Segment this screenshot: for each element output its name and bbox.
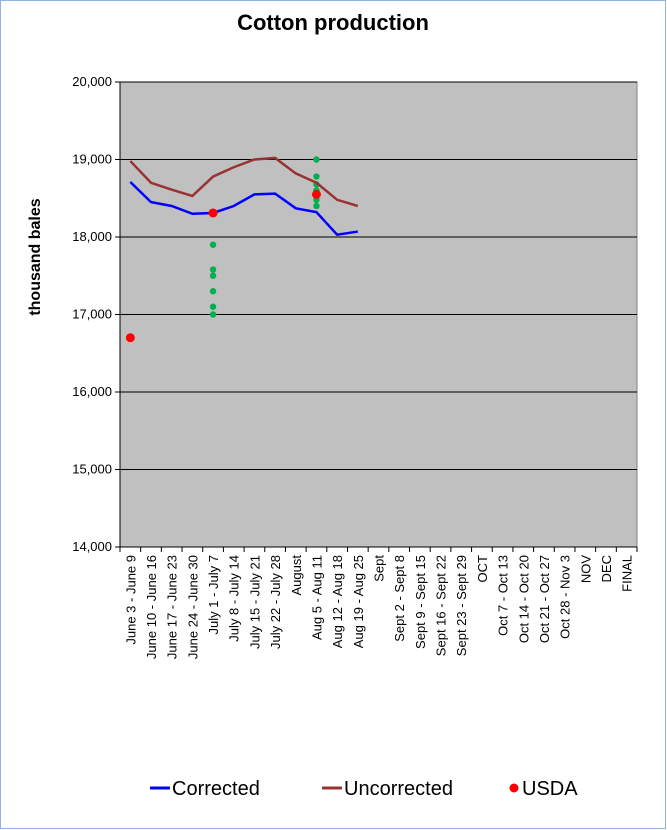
line-series: [129, 156, 359, 208]
x-tick-label: June 3 - June 9: [123, 555, 138, 645]
x-tick-label: OCT: [475, 555, 490, 583]
y-tick-label: 14,000: [72, 539, 112, 554]
x-tick-label: Aug 19 - Aug 25: [351, 555, 366, 648]
x-tick-label: July 8 - July 14: [227, 555, 242, 642]
x-tick-label: July 15 - July 21: [247, 555, 262, 649]
x-tick-label: Aug 5 - Aug 11: [309, 555, 324, 640]
x-tick-label: DEC: [599, 555, 614, 582]
y-tick-label: 16,000: [72, 384, 112, 399]
x-tick-label: June 24 - June 30: [185, 555, 200, 659]
x-tick-label: Aug 12 - Aug 18: [330, 555, 345, 648]
x-tick-label: Oct 21 - Oct 27: [537, 555, 552, 643]
estimate-point: [313, 156, 320, 163]
estimate-point: [209, 288, 217, 295]
x-tick-label: August: [289, 555, 304, 596]
legend-label: Corrected: [172, 778, 260, 800]
x-tick-label: July 22 - July 28: [268, 555, 283, 649]
x-tick-label: Oct 28 - Nov 3: [558, 555, 573, 639]
estimate-point: [209, 303, 217, 310]
x-tick-label: FINAL: [620, 555, 635, 592]
y-tick-label: 19,000: [72, 152, 112, 167]
line-series: [129, 181, 359, 237]
legend-swatch: [509, 783, 519, 793]
x-tick-label: Oct 14 - Oct 20: [516, 555, 531, 643]
estimate-point: [209, 311, 217, 318]
y-axis-label: thousand bales: [27, 198, 44, 315]
usda-point: [208, 208, 218, 218]
x-tick-label: Sept 2 - Sept 8: [392, 555, 407, 642]
usda-point: [125, 333, 135, 343]
chart-title: Cotton production: [237, 10, 429, 35]
estimate-point: [313, 173, 320, 180]
usda-point: [311, 189, 321, 199]
x-tick-label: June 10 - June 16: [144, 555, 159, 659]
x-tick-label: Sept 23 - Sept 29: [454, 555, 469, 656]
y-tick-label: 18,000: [72, 229, 112, 244]
legend-label: USDA: [522, 778, 578, 800]
x-tick-label: June 17 - June 23: [165, 555, 180, 659]
x-tick-label: Sept 9 - Sept 15: [413, 555, 428, 649]
y-tick-label: 20,000: [72, 74, 112, 89]
x-tick-label: Oct 7 - Oct 13: [496, 555, 511, 636]
x-tick-label: Sept: [372, 555, 387, 582]
y-tick-label: 15,000: [72, 462, 112, 477]
estimate-point: [209, 241, 217, 248]
y-tick-label: 17,000: [72, 307, 112, 322]
x-tick-label: July 1 - July 7: [206, 555, 221, 634]
estimate-point: [209, 266, 217, 273]
x-tick-label: Sept 16 - Sept 22: [434, 555, 449, 656]
estimate-point: [209, 272, 217, 279]
x-tick-label: NOV: [578, 555, 593, 584]
legend-label: Uncorrected: [344, 778, 453, 800]
estimate-point: [313, 202, 320, 210]
